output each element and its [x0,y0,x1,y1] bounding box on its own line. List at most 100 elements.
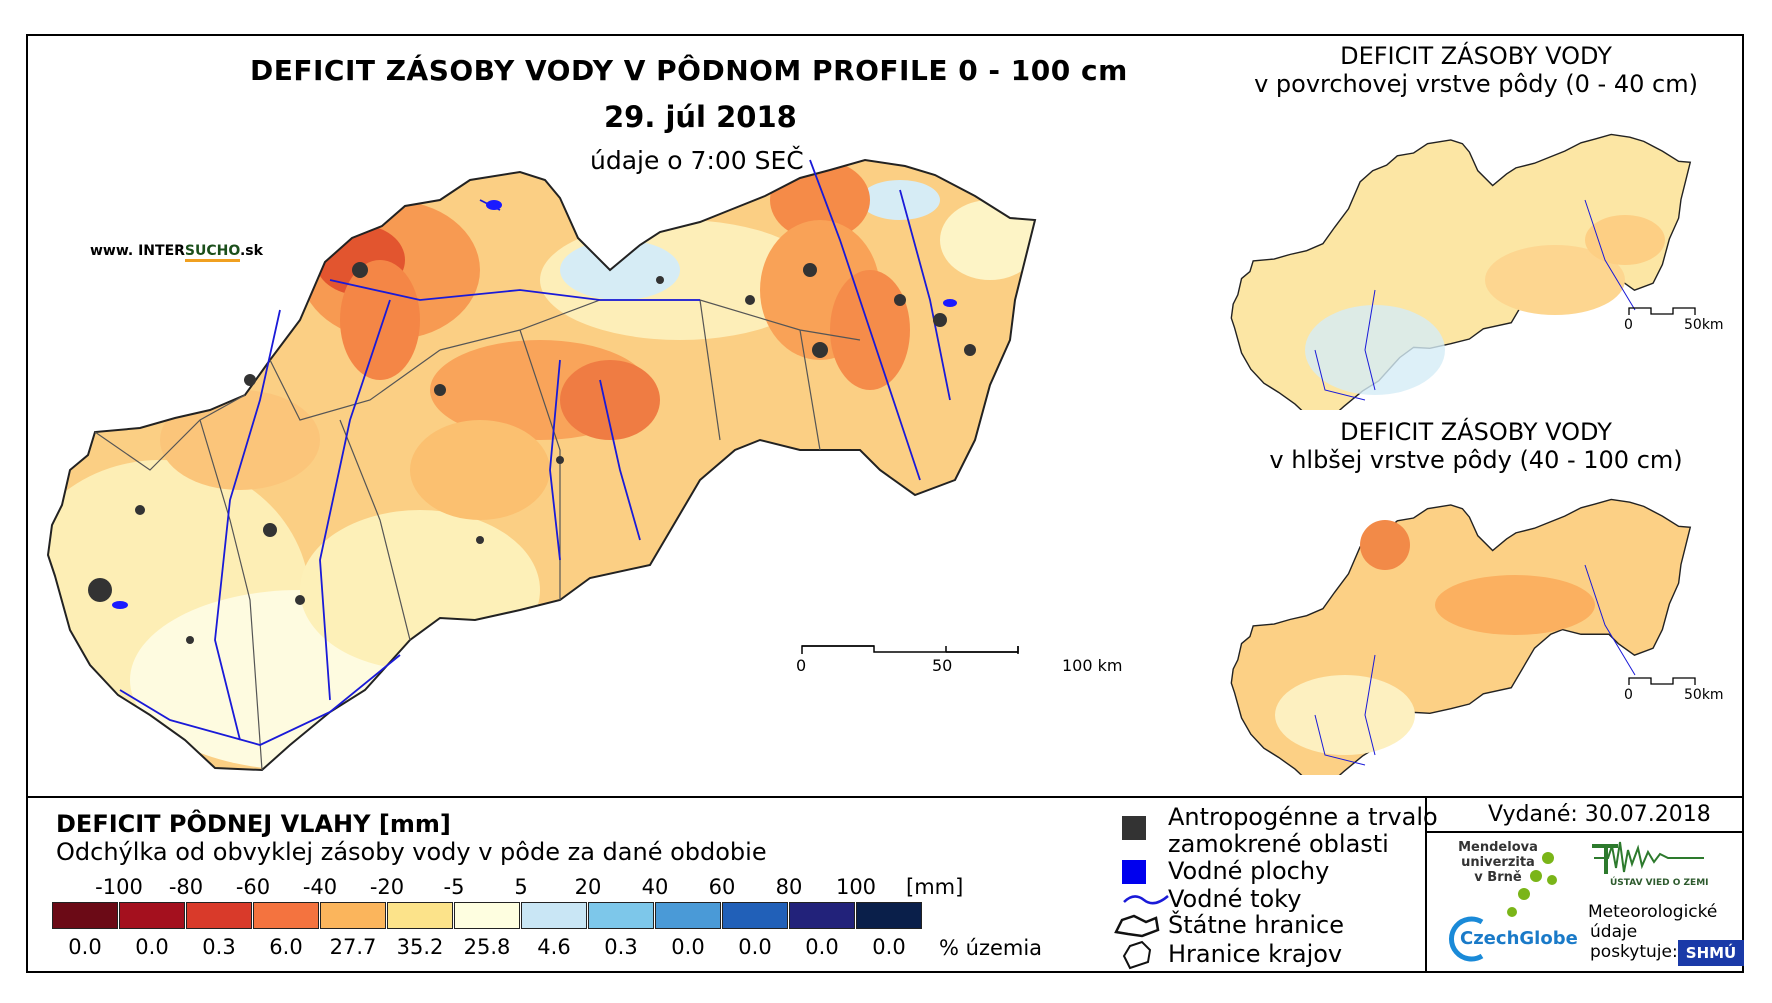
key-urban: Antropogénne a trvalo zamokrené oblasti [1168,804,1438,858]
legend-bound-label: 20 [574,875,602,899]
divider [1425,831,1744,833]
legend-color-cell [588,902,654,929]
state-border-icon [1114,914,1160,938]
legend-percent-label: 4.6 [537,935,571,959]
inset-title-line: v povrchovej vrstve pôdy (0 - 40 cm) [1254,70,1698,98]
legend-percent-label: 0.0 [872,935,906,959]
meteo-line: Meteorologické [1588,902,1718,922]
uvz-logo: ÚSTAV VIED O ZEMI [1588,838,1709,898]
website-suffix: .sk [239,243,263,259]
legend-unit: [mm] [906,875,964,899]
scale-label: 50km [1684,317,1724,333]
issued-date: Vydané: 30.07.2018 [1488,802,1711,827]
map-hour: údaje o 7:00 SEČ [590,146,804,175]
mendel-dots-icon [1507,852,1557,917]
mendel-line: v Brně [1474,870,1522,885]
river-icon [1123,895,1169,905]
divider [1425,796,1427,973]
legend-subtitle: Odchýlka od obvyklej zásoby vody v pôde … [56,838,767,866]
legend-color-cell [454,902,520,929]
legend-bound-label: -60 [235,875,271,899]
mendel-line: univerzita [1461,855,1535,870]
inset-title-line: DEFICIT ZÁSOBY VODY [1340,42,1612,70]
main-map [46,158,1037,772]
water-body-icon [1122,860,1146,884]
legend-bound-label: 100 [835,875,877,899]
legend-color-cell [320,902,386,929]
legend-bound-label: 80 [775,875,803,899]
divider [26,796,1744,798]
map-title: DEFICIT ZÁSOBY VODY V PÔDNOM PROFILE 0 -… [250,54,1128,87]
uvz-text: ÚSTAV VIED O ZEMI [1610,878,1709,888]
website-mid: SUCHO [184,243,240,262]
map-frame [26,34,1744,973]
czechglobe-text: CzechGlobe [1460,928,1578,949]
urban-area-icon [1122,816,1146,840]
website-prefix: www. INTER [90,243,185,259]
legend-percent-label: 6.0 [269,935,303,959]
legend-color-cell [119,902,185,929]
legend-color-cell [253,902,319,929]
seismograph-icon [1592,841,1704,874]
mendel-logo: Mendelova univerzita v Brně [1458,840,1538,885]
legend-percent-label: 0.3 [604,935,638,959]
meteo-line: poskytuje: [1590,942,1678,962]
legend-color-cell [186,902,252,929]
legend-percent-label: 0.0 [671,935,705,959]
scale-label: 50 [932,656,953,675]
mendel-line: Mendelova [1458,840,1538,855]
meteo-provider: Meteorologické údaje poskytuje: [1588,902,1717,962]
inset-bottom-map [1230,498,1692,775]
key-water: Vodné plochy [1168,857,1330,885]
legend-color-cell [856,902,922,929]
legend-bound-label: -100 [95,875,143,899]
scale-line [801,645,1019,654]
scale-line [1628,677,1696,685]
legend-percent-label: 0.0 [738,935,772,959]
inset-top-map [1230,133,1692,410]
legend-bound-label: -80 [168,875,204,899]
legend-title: DEFICIT PÔDNEJ VLAHY [mm] [56,810,451,838]
shmu-logo: SHMÚ [1678,940,1744,966]
legend-percent-label: 25.8 [463,935,511,959]
legend-bound-label: -40 [302,875,338,899]
legend-percent-label: 0.0 [135,935,169,959]
legend-bound-label: 60 [708,875,736,899]
legend-pct-unit: % územia [939,936,1043,960]
scale-label: 0 [796,656,807,675]
legend-color-cell [655,902,721,929]
website-link[interactable]: www. INTERSUCHO.sk [90,243,263,262]
legend-bound-label: -5 [443,875,465,899]
inset-title-line: DEFICIT ZÁSOBY VODY [1340,418,1612,446]
legend-bound-label: -20 [369,875,405,899]
czechglobe-arc-icon [1449,916,1484,962]
legend-percent-label: 0.3 [202,935,236,959]
key-rivers: Vodné toky [1168,885,1302,913]
inset-title-line: v hlbšej vrstve pôdy (40 - 100 cm) [1269,446,1683,474]
main-scale-bar: 0 50 100 km [796,642,1122,682]
legend-percent-label: 0.0 [805,935,839,959]
inset-bottom-scale: 0 50km [1624,675,1724,705]
shmu-text: SHMÚ [1685,944,1737,962]
legend-color-cell [387,902,453,929]
scale-label: 0 [1624,687,1633,703]
scale-label: 100 km [1062,656,1123,675]
legend-color-cell [722,902,788,929]
key-border: Štátne hranice [1168,911,1344,939]
key-urban-line: zamokrené oblasti [1168,830,1389,858]
legend-bound-label: 5 [514,875,528,899]
czechglobe-logo: CzechGlobe [1446,916,1578,966]
meteo-line: údaje [1590,922,1638,942]
legend-percent-label: 35.2 [396,935,444,959]
inset-top-title: DEFICIT ZÁSOBY VODY v povrchovej vrstve … [1236,42,1716,98]
legend-percent-label: 27.7 [329,935,377,959]
map-date: 29. júl 2018 [604,100,797,134]
scale-label: 50km [1684,687,1724,703]
inset-bottom-title: DEFICIT ZÁSOBY VODY v hlbšej vrstve pôdy… [1236,418,1716,474]
region-border-icon [1122,940,1152,970]
legend-color-cell [52,902,118,929]
inset-top-scale: 0 50km [1624,305,1724,335]
key-regions: Hranice krajov [1168,940,1343,968]
scale-line [1628,307,1696,315]
legend-bound-label: 40 [641,875,669,899]
